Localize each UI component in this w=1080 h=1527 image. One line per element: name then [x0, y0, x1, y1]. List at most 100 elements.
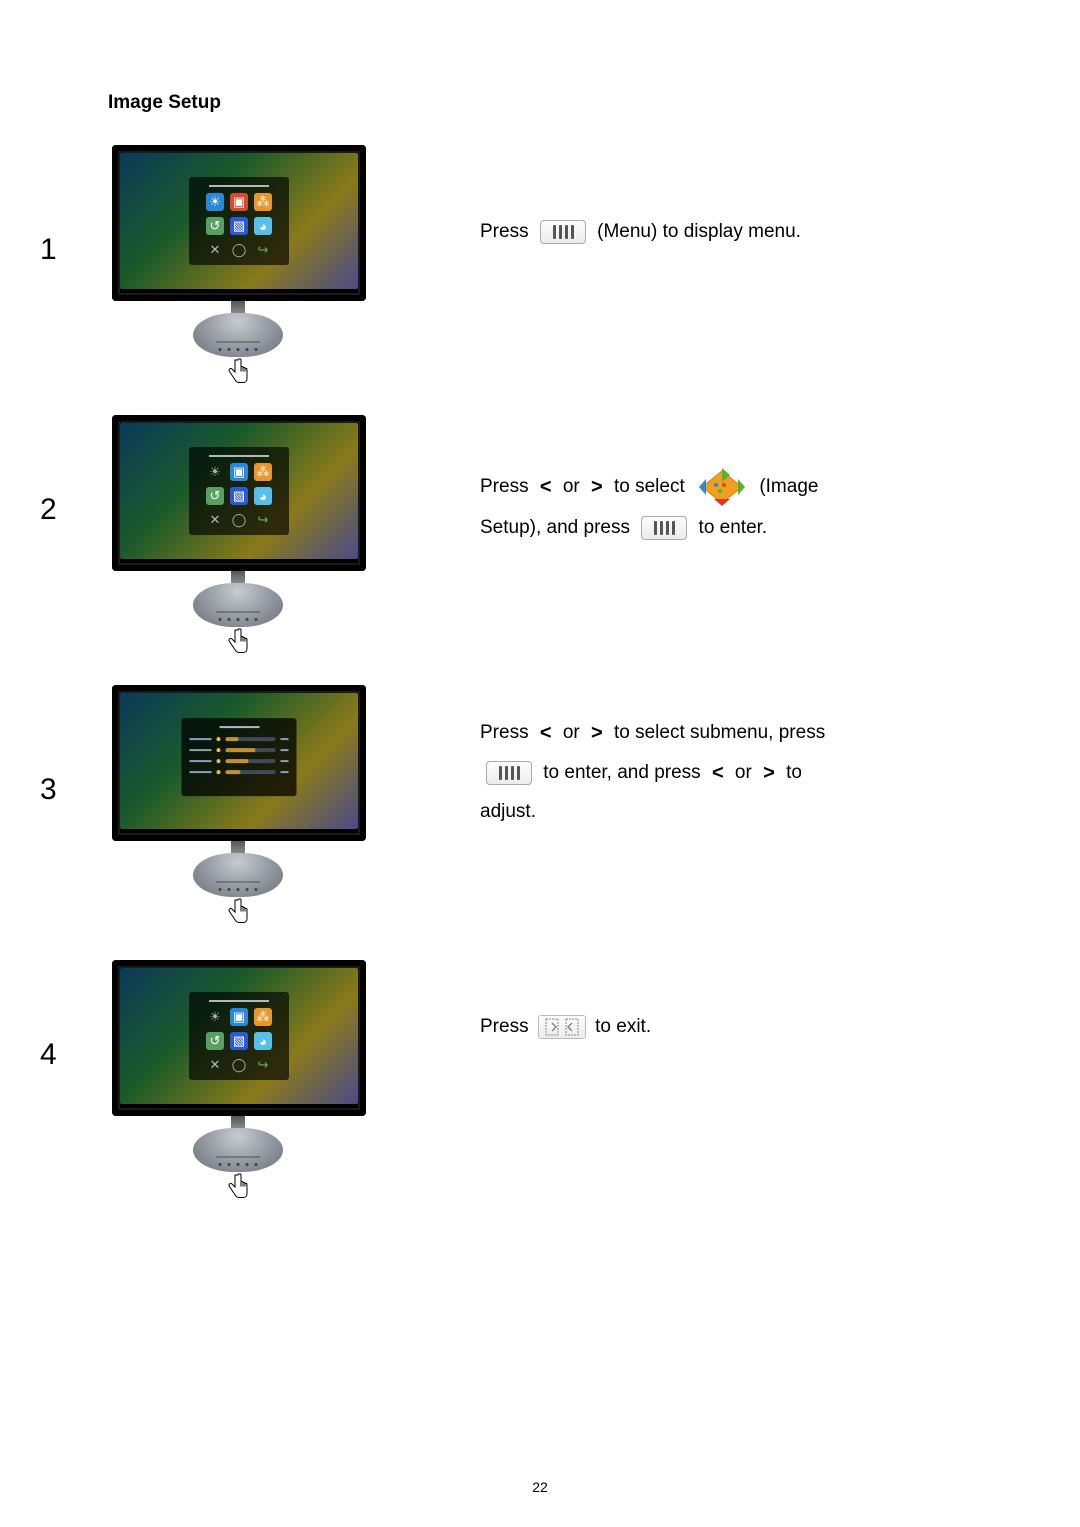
- page-number: 22: [532, 1479, 548, 1495]
- osd-icon: ▣: [230, 1008, 248, 1026]
- monitor-stand-base: [193, 853, 283, 897]
- osd-icon: ▧: [230, 487, 248, 505]
- text-line2-mid: to enter, and press: [543, 762, 700, 783]
- step-number: 4: [40, 1038, 57, 1072]
- osd-icon: ↪: [254, 241, 272, 259]
- monitor-stand-base: [193, 313, 283, 357]
- text-to-enter: to enter.: [699, 517, 768, 538]
- osd-icon: ◕: [254, 487, 272, 505]
- monitor-stand-base: [193, 583, 283, 627]
- hand-cursor-icon: [226, 628, 250, 665]
- left-arrow-icon: <: [540, 467, 552, 507]
- osd-icon: ⁂: [254, 1008, 272, 1026]
- auto-exit-button-icon: [538, 1015, 586, 1039]
- menu-button-icon: [540, 220, 586, 244]
- osd-icon: ☀: [206, 193, 224, 211]
- osd-icon: ◕: [254, 1032, 272, 1050]
- osd-menu-panel: ☀ ▣ ⁂ ↺ ▧ ◕ ✕ ◯ ↪: [189, 992, 289, 1080]
- monitor-illustration: [112, 685, 364, 897]
- text-setup-and-press: Setup), and press: [480, 517, 630, 538]
- osd-icon: ▣: [230, 193, 248, 211]
- monitor-stand-neck: [231, 301, 245, 313]
- text-press: Press: [480, 722, 529, 743]
- menu-button-icon: [486, 761, 532, 785]
- right-arrow-icon: >: [591, 467, 603, 507]
- osd-icon-grid: ☀ ▣ ⁂ ↺ ▧ ◕ ✕ ◯ ↪: [197, 1008, 281, 1074]
- text-to-exit: to exit.: [595, 1016, 651, 1037]
- osd-icon: ▣: [230, 463, 248, 481]
- osd-icon: ▧: [230, 217, 248, 235]
- monitor-stand-base: [193, 1128, 283, 1172]
- monitor-illustration: ☀ ▣ ⁂ ↺ ▧ ◕ ✕ ◯ ↪: [112, 145, 364, 357]
- osd-title-bar: [209, 455, 269, 457]
- text-after-menu: (Menu) to display menu.: [597, 221, 801, 242]
- submenu-row: [190, 748, 289, 752]
- osd-icon: ☀: [206, 463, 224, 481]
- osd-icon: ☀: [206, 1008, 224, 1026]
- hand-cursor-icon: [226, 1173, 250, 1210]
- text-line1-tail: to select submenu, press: [614, 722, 825, 743]
- monitor-stand-neck: [231, 571, 245, 583]
- submenu-row: [190, 737, 289, 741]
- osd-submenu-panel: [182, 718, 297, 796]
- stand-buttons: [219, 618, 258, 621]
- osd-icon: ◯: [230, 511, 248, 529]
- osd-icon: ⁂: [254, 463, 272, 481]
- image-setup-icon: [694, 465, 750, 509]
- hand-cursor-icon: [226, 358, 250, 395]
- osd-icon: ↺: [206, 1032, 224, 1050]
- osd-icon: ↺: [206, 217, 224, 235]
- step-number: 1: [40, 233, 57, 267]
- osd-icon: ✕: [206, 1056, 224, 1074]
- step-number: 2: [40, 493, 57, 527]
- step-instruction: Press (Menu) to display menu.: [480, 213, 980, 251]
- submenu-row: [190, 759, 289, 763]
- stand-buttons: [219, 348, 258, 351]
- osd-title-bar: [209, 185, 269, 187]
- right-arrow-icon: >: [591, 713, 603, 753]
- osd-icon: ◯: [230, 241, 248, 259]
- monitor-screen: ☀ ▣ ⁂ ↺ ▧ ◕ ✕ ◯ ↪: [120, 153, 358, 289]
- osd-icon: ✕: [206, 241, 224, 259]
- monitor-frame: ☀▣⁂↺▧◕✕◯↪: [112, 415, 366, 571]
- monitor-screen: ☀▣⁂↺▧◕✕◯↪: [120, 423, 358, 559]
- osd-icon: ◕: [254, 217, 272, 235]
- stand-buttons: [219, 1163, 258, 1166]
- text-or: or: [563, 722, 580, 743]
- text-or2: or: [735, 762, 752, 783]
- text-or: or: [563, 476, 580, 497]
- osd-title-bar: [209, 1000, 269, 1002]
- right-arrow-icon: >: [763, 753, 775, 793]
- monitor-stand-neck: [231, 1116, 245, 1128]
- step-instruction: Press < or > to select submenu, press to…: [480, 713, 980, 831]
- osd-menu-panel: ☀▣⁂↺▧◕✕◯↪: [189, 447, 289, 535]
- stand-buttons: [219, 888, 258, 891]
- osd-title-bar: [219, 726, 259, 728]
- osd-icon: ⁂: [254, 193, 272, 211]
- osd-icon: ▧: [230, 1032, 248, 1050]
- menu-button-icon: [641, 516, 687, 540]
- hand-cursor-icon: [226, 898, 250, 935]
- section-heading: Image Setup: [108, 92, 221, 114]
- monitor-frame: ☀ ▣ ⁂ ↺ ▧ ◕ ✕ ◯ ↪: [112, 145, 366, 301]
- osd-menu-panel: ☀ ▣ ⁂ ↺ ▧ ◕ ✕ ◯ ↪: [189, 177, 289, 265]
- monitor-illustration: ☀▣⁂↺▧◕✕◯↪: [112, 415, 364, 627]
- text-to-select: to select: [614, 476, 685, 497]
- osd-icon: ◯: [230, 1056, 248, 1074]
- text-press: Press: [480, 476, 529, 497]
- text-press: Press: [480, 1016, 529, 1037]
- text-image-setup: (Image: [759, 476, 818, 497]
- text-line3: adjust.: [480, 801, 536, 822]
- monitor-illustration: ☀ ▣ ⁂ ↺ ▧ ◕ ✕ ◯ ↪: [112, 960, 364, 1172]
- text-line2-tail: to: [786, 762, 802, 783]
- osd-icon: ↺: [206, 487, 224, 505]
- left-arrow-icon: <: [712, 753, 724, 793]
- text-press: Press: [480, 221, 529, 242]
- left-arrow-icon: <: [540, 713, 552, 753]
- monitor-frame: ☀ ▣ ⁂ ↺ ▧ ◕ ✕ ◯ ↪: [112, 960, 366, 1116]
- step-instruction: Press to exit.: [480, 1008, 980, 1046]
- submenu-row: [190, 770, 289, 774]
- step-number: 3: [40, 773, 57, 807]
- osd-icon: ↪: [254, 511, 272, 529]
- osd-icon: ↪: [254, 1056, 272, 1074]
